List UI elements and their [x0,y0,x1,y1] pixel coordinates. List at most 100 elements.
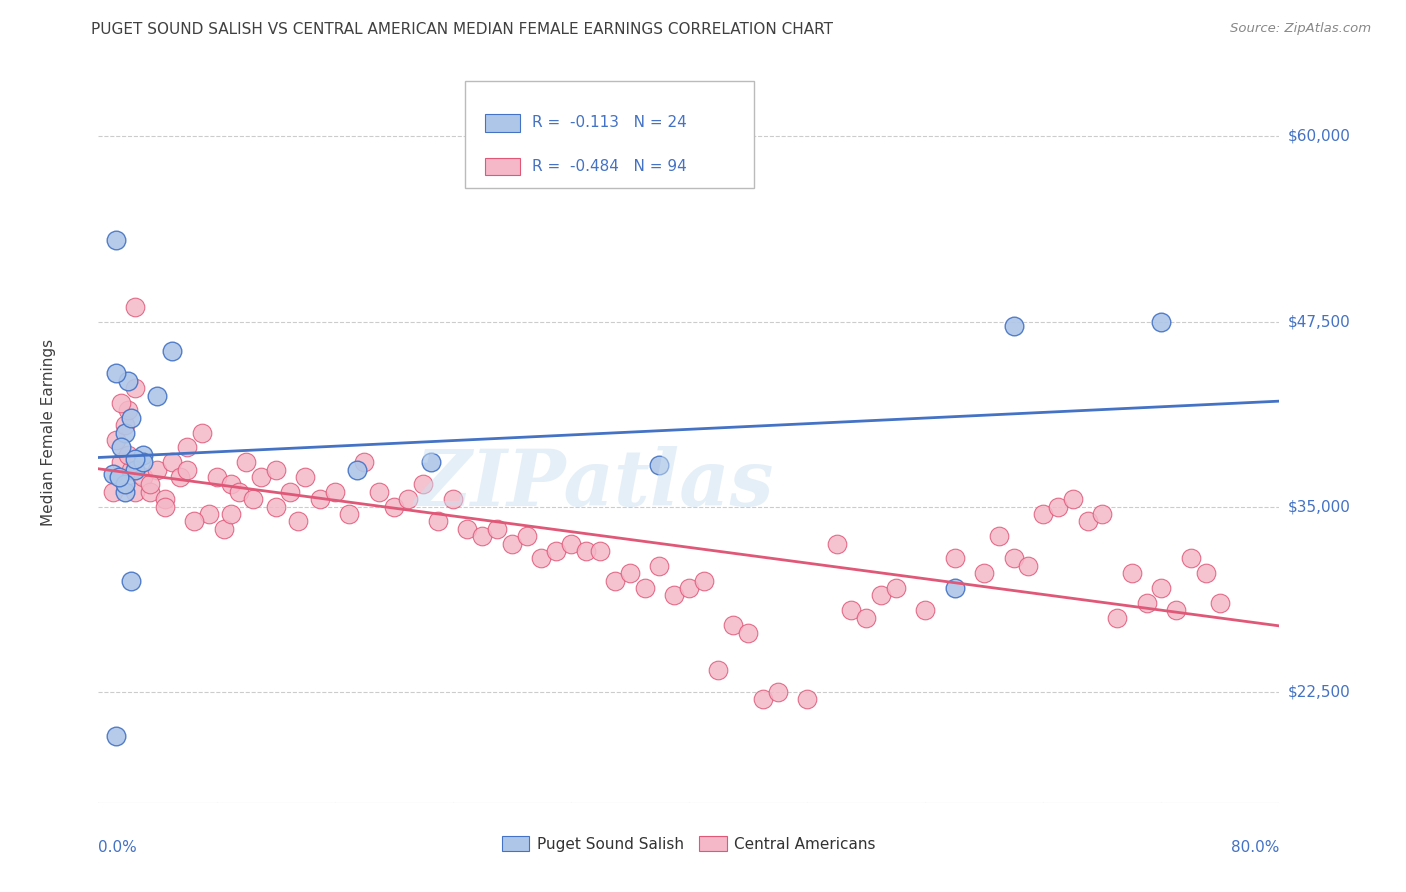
Point [124,484,146,499]
Point [132,448,155,462]
Text: 80.0%: 80.0% [1232,840,1279,855]
Point [124,300,146,314]
Text: 0.0%: 0.0% [98,840,138,855]
Point [176,441,198,455]
Point [228,484,250,499]
Point [1091,507,1114,521]
Point [382,500,405,514]
Point [114,484,136,499]
Point [1166,603,1188,617]
Point [110,455,132,469]
Point [546,544,568,558]
Point [693,574,716,588]
Point [117,403,139,417]
Point [108,470,131,484]
Point [162,455,183,469]
Text: $22,500: $22,500 [1288,684,1351,699]
Point [1002,551,1025,566]
Point [1150,581,1173,595]
Point [575,544,598,558]
Point [707,663,730,677]
Point [530,551,553,566]
Point [264,500,287,514]
Point [796,692,818,706]
Point [146,388,169,402]
Point [605,574,627,588]
Point [198,507,221,521]
Point [105,233,128,247]
Point [103,484,125,499]
Point [169,470,191,484]
Point [1107,610,1129,624]
Point [250,470,273,484]
Point [1032,507,1054,521]
Point [419,455,441,469]
Point [191,425,214,440]
Point [501,536,523,550]
Point [1121,566,1143,581]
Point [634,581,657,595]
Point [264,462,287,476]
Point [988,529,1011,543]
Point [205,470,228,484]
Point [427,515,450,529]
Point [105,433,128,447]
Point [589,544,612,558]
Text: Source: ZipAtlas.com: Source: ZipAtlas.com [1230,22,1371,36]
Point [619,566,641,581]
Point [766,685,789,699]
Point [398,492,420,507]
Point [855,610,877,624]
Point [287,515,309,529]
Point [1002,318,1025,333]
Point [516,529,538,543]
Point [280,484,302,499]
FancyBboxPatch shape [485,158,520,176]
Point [153,500,176,514]
Point [678,581,700,595]
Point [162,344,183,359]
Point [124,381,146,395]
Point [368,484,391,499]
Point [176,462,198,476]
Point [471,529,494,543]
Point [294,470,316,484]
Point [117,374,139,388]
Point [339,507,361,521]
Point [486,522,509,536]
Point [323,484,346,499]
Point [103,467,125,481]
Text: $35,000: $35,000 [1288,500,1351,514]
Point [825,536,848,550]
Point [132,470,155,484]
Point [973,566,995,581]
Point [235,455,257,469]
Point [648,458,671,473]
Point [441,492,464,507]
Text: R =  -0.113   N = 24: R = -0.113 N = 24 [531,115,686,130]
Point [1077,515,1099,529]
Point [841,603,863,617]
Point [212,522,235,536]
Point [664,589,686,603]
Point [117,448,139,462]
Point [221,477,243,491]
Point [1136,596,1159,610]
Point [884,581,907,595]
Point [870,589,893,603]
Point [412,477,434,491]
Point [139,484,162,499]
Point [914,603,936,617]
Point [560,536,582,550]
Point [1180,551,1202,566]
Point [648,558,671,573]
FancyBboxPatch shape [485,114,520,131]
Point [110,441,132,455]
Point [124,452,146,467]
Point [146,462,169,476]
Point [139,477,162,491]
Point [120,410,142,425]
Point [110,396,132,410]
Point [737,625,759,640]
Text: $47,500: $47,500 [1288,314,1351,329]
